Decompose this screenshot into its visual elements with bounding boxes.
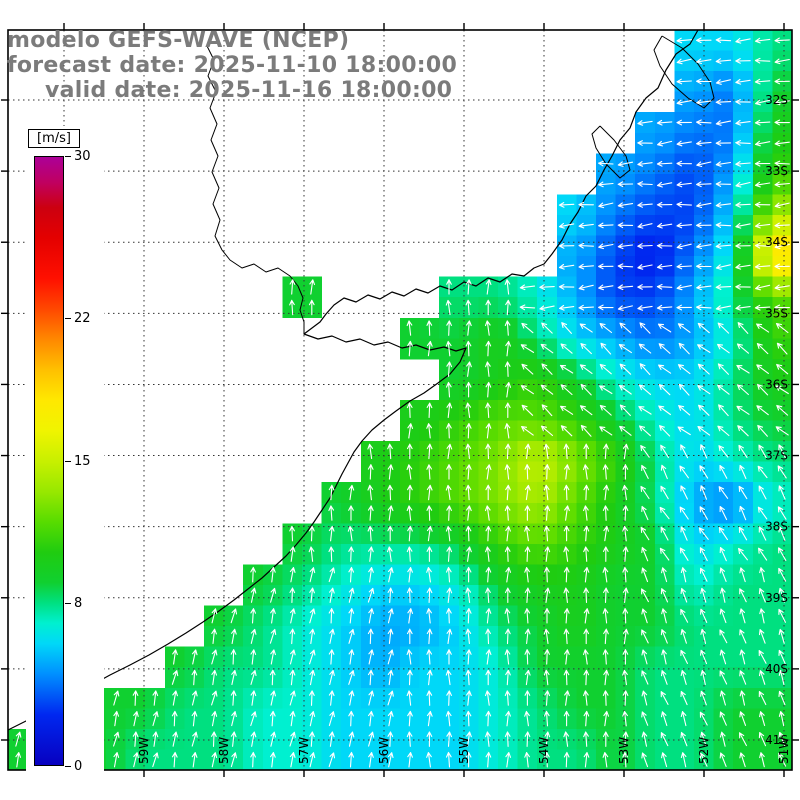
colorbar-unit-label: [m/s] — [28, 129, 80, 148]
colorbar-gradient — [34, 156, 64, 766]
colorbar-tick: 22 — [65, 311, 91, 327]
coastline — [7, 29, 699, 731]
axis-labels: 32S33S34S35S36S37S38S39S40S41S60W59W58W5… — [57, 93, 791, 764]
map-frame — [7, 29, 793, 771]
lat-label: 35S — [765, 306, 788, 320]
colorbar-ticks: 30 22 15 8 0 — [34, 149, 91, 774]
colorbar-tick: 8 — [65, 595, 82, 611]
forecast-date: forecast date: 2025-11-10 18:00:00 — [7, 53, 458, 78]
lon-label: 56W — [377, 737, 391, 764]
wind-arrows — [15, 37, 790, 768]
colorbar-tick: 15 — [65, 453, 91, 469]
lon-label: 52W — [697, 737, 711, 764]
lat-label: 33S — [765, 164, 788, 178]
axis-ticks — [1, 23, 799, 777]
lat-label: 34S — [765, 235, 788, 249]
colorbar-bar-area: 30 22 15 8 0 — [34, 149, 91, 774]
model-name: modelo GEFS-WAVE (NCEP) — [7, 28, 350, 53]
lon-label: 59W — [137, 737, 151, 764]
lat-label: 32S — [765, 93, 788, 107]
lon-label: 54W — [537, 737, 551, 764]
lat-label: 39S — [765, 591, 788, 605]
lat-label: 38S — [765, 520, 788, 534]
colorbar-legend: [m/s] 30 22 15 8 0 — [26, 126, 104, 784]
colorbar-tick: 0 — [65, 758, 82, 774]
lon-label: 55W — [457, 737, 471, 764]
graticule — [8, 30, 792, 770]
lat-label: 40S — [765, 662, 788, 676]
lagoon-outline — [591, 125, 631, 179]
lon-label: 57W — [297, 737, 311, 764]
lat-label: 41S — [765, 733, 788, 747]
lon-label: 51W — [777, 737, 791, 764]
title-block: modelo GEFS-WAVE (NCEP) forecast date: 2… — [7, 28, 457, 103]
lagoon-outline — [653, 35, 715, 109]
lon-label: 58W — [217, 737, 231, 764]
lat-label: 36S — [765, 377, 788, 391]
lon-label: 53W — [617, 737, 631, 764]
country-border — [206, 29, 305, 334]
lat-label: 37S — [765, 449, 788, 463]
wind-speed-cells — [8, 30, 793, 771]
valid-date: valid date: 2025-11-16 18:00:00 — [45, 78, 453, 103]
colorbar-tick: 30 — [65, 148, 91, 164]
